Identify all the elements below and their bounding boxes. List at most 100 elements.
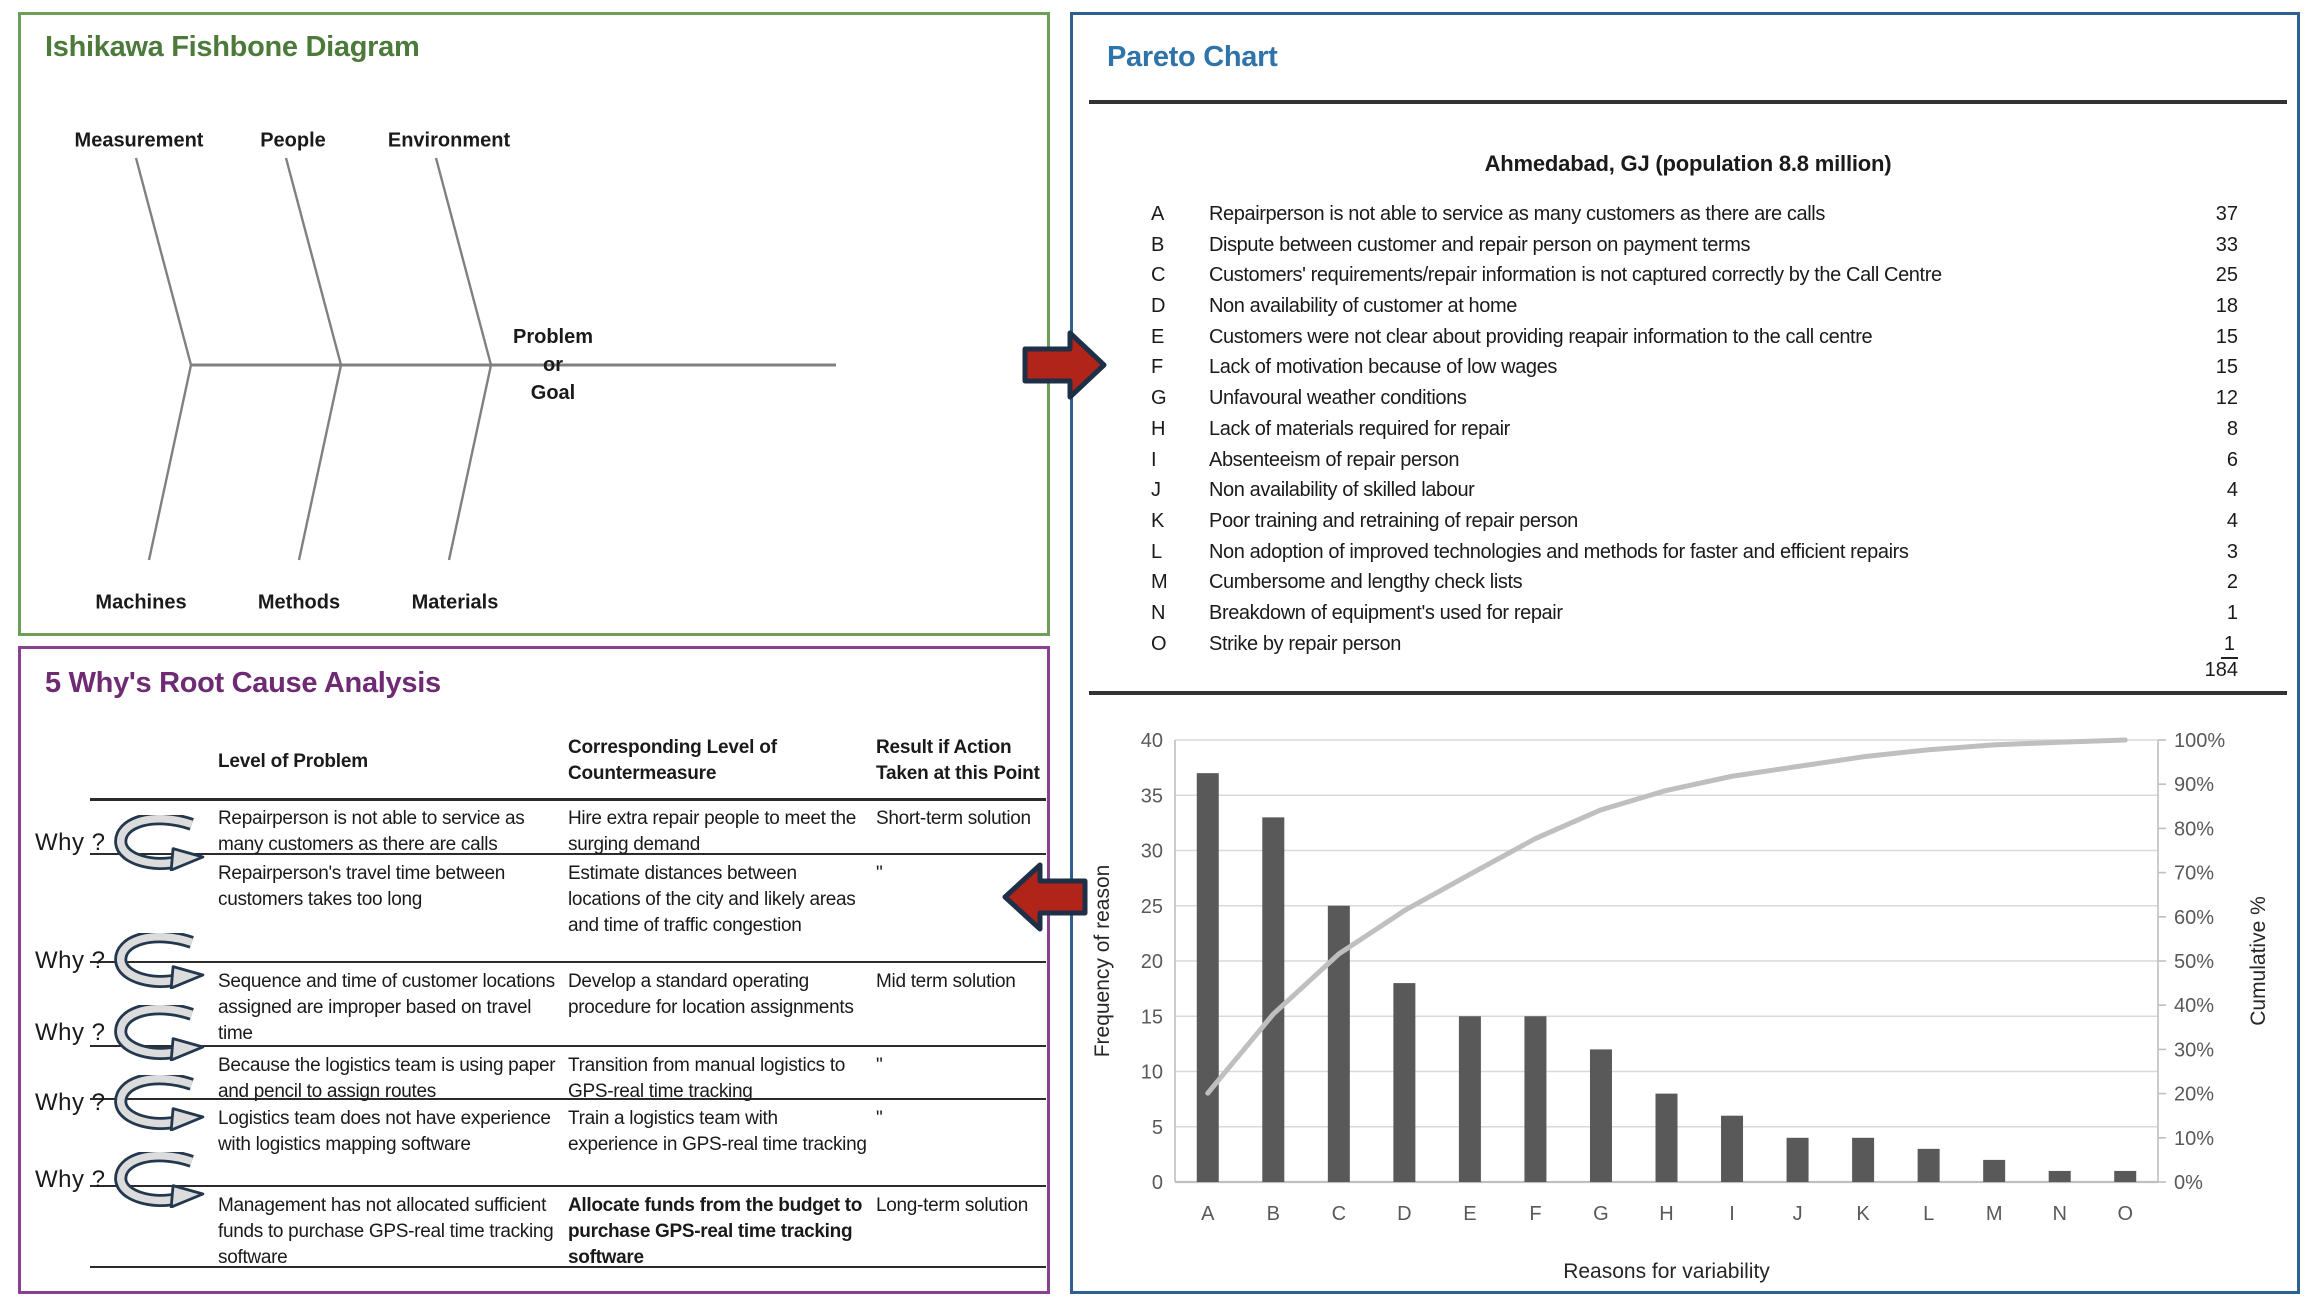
pareto-row-code: A — [1151, 203, 1165, 225]
y2-tick-label: 90% — [2174, 774, 2214, 796]
x-tick-label: M — [1986, 1203, 2003, 1225]
row-divider — [90, 961, 1046, 963]
why-table-row: Logistics team does not have experience … — [218, 1098, 1046, 1185]
why-label: Why ? — [35, 1089, 106, 1116]
cell-countermeasure: Transition from manual logistics to GPS-… — [568, 1055, 846, 1102]
row-divider — [90, 1266, 1046, 1268]
cumulative-line — [1205, 737, 2128, 1096]
why-label: Why ? — [35, 829, 106, 856]
cell-result: Long-term solution — [876, 1195, 1028, 1216]
why-table-row: Sequence and time of customer locations … — [218, 961, 1046, 1045]
arrow-right-icon — [1022, 330, 1107, 400]
pareto-row-code: E — [1151, 325, 1165, 348]
cell-problem: Repairperson is not able to service as m… — [218, 808, 525, 855]
why-marker: Why ? — [35, 933, 227, 989]
row-divider — [90, 1098, 1046, 1100]
y-tick-label: 35 — [1141, 785, 1163, 807]
pareto-title: Pareto Chart — [1107, 41, 1278, 73]
pareto-row-description: Customers' requirements/repair informati… — [1209, 264, 1942, 287]
cell-result: Mid term solution — [876, 971, 1016, 992]
pareto-row: D Non availability of customer at home 18 — [1073, 295, 2303, 326]
fishbone-branch-materials — [447, 364, 493, 561]
five-whys-panel: 5 Why's Root Cause Analysis Level of Pro… — [18, 646, 1050, 1294]
pareto-row-code: J — [1151, 479, 1161, 502]
pareto-row-code: H — [1151, 417, 1166, 440]
pareto-row-code: I — [1151, 448, 1157, 471]
pareto-row-description: Non availability of skilled labour — [1209, 479, 1475, 502]
why-label: Why ? — [35, 1019, 106, 1046]
bar-H — [1655, 1093, 1678, 1182]
pareto-panel: Pareto Chart Ahmedabad, GJ (population 8… — [1070, 12, 2300, 1294]
fishbone-panel: Ishikawa Fishbone Diagram Measurement Pe… — [18, 12, 1050, 636]
pareto-row-description: Repairperson is not able to service as m… — [1209, 203, 1825, 225]
pareto-row-count: 2 — [2226, 571, 2238, 594]
pareto-chart: 0 5 10 15 20 25 30 35 40 0% 10% 20% 30% 40% 50% 60% 70% 8… — [1091, 730, 2270, 1283]
pareto-row-count: 4 — [2226, 479, 2238, 502]
pareto-row-code: F — [1151, 356, 1164, 379]
pareto-row: I Absenteeism of repair person 6 — [1073, 449, 2303, 480]
x-tick-label: G — [1593, 1203, 1609, 1225]
fishbone-label-methods: Methods — [257, 591, 341, 614]
cell-countermeasure: Hire extra repair people to meet the sur… — [568, 808, 857, 855]
header-divider — [90, 798, 1046, 801]
why-label: Why ? — [35, 1166, 106, 1193]
row-divider — [90, 853, 1046, 855]
cell-problem: Sequence and time of customer locations … — [218, 971, 555, 1044]
why-table-row: Repairperson is not able to service as m… — [218, 798, 1046, 855]
bar-N — [2048, 1170, 2071, 1182]
bar-L — [1917, 1148, 1940, 1182]
pareto-row: E Customers were not clear about providin… — [1073, 326, 2303, 357]
pareto-row-code: D — [1151, 295, 1166, 318]
cell-result: Short-term solution — [876, 808, 1031, 829]
pareto-row-count: 37 — [2215, 203, 2238, 225]
y2-axis-title: Cumulative % — [2247, 896, 2270, 1026]
y-axis-title: Frequency of reason — [1091, 865, 1114, 1058]
pareto-row-count: 4 — [2226, 509, 2238, 532]
pareto-row-code: B — [1151, 233, 1165, 256]
pareto-row-count: 8 — [2226, 417, 2238, 440]
pareto-row-code: M — [1151, 571, 1168, 594]
row-divider — [90, 1045, 1046, 1047]
whys-header-result: Result if Action Taken at this Point — [876, 737, 1040, 784]
fishbone-branch-measurement — [134, 157, 193, 366]
pareto-row-code: L — [1151, 540, 1163, 563]
y-tick-label: 10 — [1141, 1062, 1163, 1084]
fishbone-branch-people — [284, 157, 343, 366]
cell-countermeasure: Allocate funds from the budget to purcha… — [568, 1195, 863, 1268]
why-table-row: Because the logistics team is using pape… — [218, 1045, 1046, 1102]
bar-O — [2114, 1170, 2137, 1182]
why-marker: Why ? — [35, 1152, 227, 1208]
x-tick-label: O — [2117, 1203, 2133, 1225]
bar-C — [1327, 905, 1350, 1182]
y2-tick-label: 20% — [2174, 1084, 2214, 1106]
why-marker: Why ? — [35, 1005, 227, 1061]
y-tick-label: 25 — [1141, 896, 1163, 918]
curved-arrow-icon — [113, 815, 204, 871]
five-whys-title: 5 Why's Root Cause Analysis — [45, 667, 441, 699]
y2-tick-label: 100% — [2174, 730, 2225, 752]
x-tick-label: A — [1201, 1203, 1215, 1225]
fishbone-branch-methods — [297, 364, 343, 561]
bar-B — [1262, 817, 1285, 1182]
pareto-row-description: Lack of materials required for repair — [1209, 417, 1510, 440]
why-table-row: Management has not allocated sufficient … — [218, 1185, 1046, 1268]
bar-F — [1524, 1016, 1547, 1182]
pareto-row-description: Breakdown of equipment's used for repair — [1209, 601, 1563, 624]
pareto-last-count-underline: 1 — [2220, 633, 2238, 659]
cell-countermeasure: Estimate distances between locations of … — [568, 863, 856, 936]
pareto-row: L Non adoption of improved technologies a… — [1073, 541, 2303, 572]
y2-tick-label: 60% — [2174, 907, 2214, 929]
y-tick-label: 30 — [1141, 841, 1163, 863]
pareto-row-description: Non availability of customer at home — [1209, 295, 1517, 318]
fishbone-title: Ishikawa Fishbone Diagram — [45, 31, 420, 63]
pareto-row-count: 1 — [2226, 601, 2238, 624]
fishbone-branch-environment — [434, 157, 493, 366]
bar-A — [1196, 773, 1219, 1182]
y-tick-label: 40 — [1141, 730, 1163, 752]
why-label: Why ? — [35, 947, 106, 974]
y-tick-label: 20 — [1141, 951, 1163, 973]
pareto-row: K Poor training and retraining of repair … — [1073, 510, 2303, 541]
cell-problem: Repairperson's travel time between custo… — [218, 863, 506, 910]
x-tick-label: E — [1463, 1203, 1476, 1225]
